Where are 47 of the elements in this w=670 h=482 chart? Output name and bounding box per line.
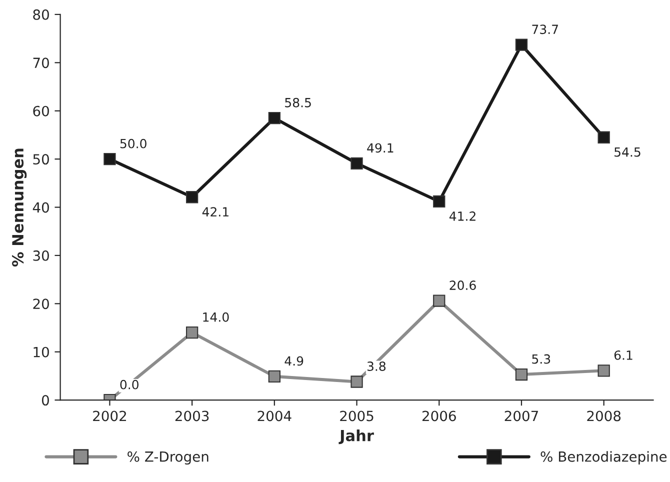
y-tick-label: 10 xyxy=(34,346,49,358)
y-tick-label: 60 xyxy=(33,106,49,116)
x-tick-label: 2005 xyxy=(340,410,374,422)
point xyxy=(104,152,116,166)
point xyxy=(515,38,528,51)
y-tick-label: 80 xyxy=(33,9,49,20)
data-label: 73.7 xyxy=(532,24,558,34)
data-label: 0.0 xyxy=(120,380,138,390)
y-tick-label: 50 xyxy=(33,154,49,165)
point xyxy=(515,368,528,381)
y-tick-label: 40 xyxy=(32,202,49,213)
data-label: 14.0 xyxy=(203,312,229,322)
data-label: 54.5 xyxy=(614,147,640,157)
data-label: 5.3 xyxy=(532,354,550,364)
data-label: 3.8 xyxy=(367,362,386,371)
y-tick-label: 20 xyxy=(33,298,49,310)
point xyxy=(268,370,280,383)
point xyxy=(598,364,610,377)
point xyxy=(350,157,363,170)
data-label: 20.6 xyxy=(450,280,476,290)
y-tick-label: 0 xyxy=(42,395,49,406)
point xyxy=(433,294,446,307)
data-label: 4.9 xyxy=(284,356,304,366)
data-label: 49.1 xyxy=(367,143,394,153)
y-tick-label: 70 xyxy=(33,58,49,68)
x-axis-title: Jahr xyxy=(338,429,374,444)
point xyxy=(598,131,610,144)
data-label: 6.1 xyxy=(614,350,632,360)
y-tick-label: 30 xyxy=(33,250,49,261)
x-tick-label: 2007 xyxy=(504,410,538,422)
x-tick-label: 2008 xyxy=(587,410,621,422)
data-label: 50.0 xyxy=(120,138,146,148)
y-axis-title: % Nennungen xyxy=(12,148,27,266)
x-tick-label: 2004 xyxy=(258,410,292,422)
point xyxy=(186,191,198,204)
point xyxy=(350,376,363,388)
data-label: 58.5 xyxy=(285,98,311,108)
x-tick-label: 2002 xyxy=(93,410,126,422)
point xyxy=(433,195,446,208)
data-label: 42.1 xyxy=(202,207,228,216)
x-tick-label: 2003 xyxy=(175,410,209,422)
data-label: 41.2 xyxy=(449,211,476,221)
point xyxy=(268,112,280,124)
legend-label: % Z-Drogen xyxy=(128,451,208,465)
point xyxy=(186,326,198,339)
x-tick-label: 2006 xyxy=(422,410,456,422)
legend-label: % Benzodiazepine xyxy=(540,451,667,465)
